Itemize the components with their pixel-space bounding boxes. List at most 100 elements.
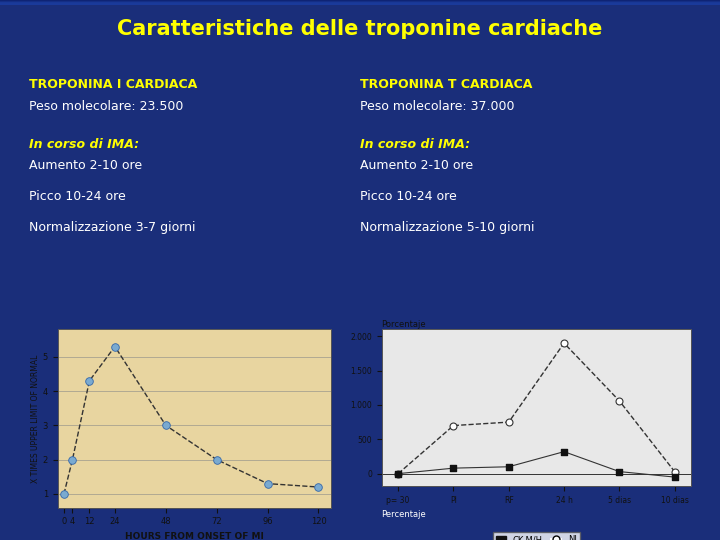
Bar <box>0 1 720 4</box>
Bar <box>0 3 720 5</box>
Bar <box>0 0 720 3</box>
Bar <box>0 2 720 5</box>
Bar <box>0 3 720 5</box>
Bar <box>0 2 720 4</box>
Bar <box>0 1 720 3</box>
Bar <box>0 2 720 4</box>
Bar <box>0 2 720 4</box>
Bar <box>0 2 720 5</box>
Bar <box>0 1 720 3</box>
Point <box>67 455 78 464</box>
Bar <box>0 1 720 4</box>
Bar <box>0 0 720 3</box>
Bar <box>0 1 720 3</box>
Bar <box>0 2 720 5</box>
Bar <box>0 1 720 4</box>
Bar <box>0 2 720 5</box>
Text: Picco 10-24 ore: Picco 10-24 ore <box>360 190 456 203</box>
Bar <box>0 1 720 3</box>
Text: Picco 10-24 ore: Picco 10-24 ore <box>29 190 125 203</box>
Bar <box>0 2 720 5</box>
Bar <box>0 0 720 3</box>
Bar <box>0 0 720 3</box>
Bar <box>0 0 720 3</box>
Bar <box>0 2 720 4</box>
Bar <box>0 2 720 4</box>
Bar <box>0 1 720 3</box>
Bar <box>0 1 720 3</box>
Bar <box>0 0 720 3</box>
Bar <box>0 2 720 4</box>
Bar <box>0 1 720 3</box>
Bar <box>0 2 720 4</box>
Y-axis label: X TIMES UPPER LIMIT OF NORMAL: X TIMES UPPER LIMIT OF NORMAL <box>31 354 40 483</box>
Bar <box>0 1 720 3</box>
Bar <box>0 2 720 4</box>
Bar <box>0 1 720 4</box>
Bar <box>0 1 720 4</box>
Bar <box>0 1 720 4</box>
Point <box>558 339 570 347</box>
Bar <box>0 1 720 3</box>
Bar <box>0 2 720 4</box>
Bar <box>0 3 720 5</box>
Bar <box>0 2 720 5</box>
Bar <box>0 3 720 5</box>
Bar <box>0 1 720 3</box>
Bar <box>0 2 720 5</box>
Bar <box>0 2 720 5</box>
Bar <box>0 3 720 5</box>
Bar <box>0 2 720 5</box>
Bar <box>0 2 720 5</box>
Bar <box>0 2 720 5</box>
Bar <box>0 2 720 5</box>
Text: Peso molecolare: 23.500: Peso molecolare: 23.500 <box>29 100 183 113</box>
Bar <box>0 2 720 4</box>
Bar <box>0 2 720 5</box>
Bar <box>0 2 720 5</box>
Bar <box>0 0 720 3</box>
Bar <box>0 2 720 5</box>
Bar <box>0 2 720 4</box>
Bar <box>0 2 720 5</box>
Point <box>448 464 459 472</box>
Point <box>503 418 515 427</box>
Bar <box>0 2 720 4</box>
Bar <box>0 1 720 4</box>
Text: Aumento 2-10 ore: Aumento 2-10 ore <box>29 159 142 172</box>
Bar <box>0 2 720 4</box>
Point <box>669 467 680 476</box>
Bar <box>0 2 720 5</box>
Point <box>58 490 70 498</box>
Bar <box>0 3 720 5</box>
Bar <box>0 1 720 3</box>
Bar <box>0 2 720 5</box>
Bar <box>0 2 720 4</box>
Point <box>669 472 680 481</box>
Bar <box>0 1 720 3</box>
Bar <box>0 1 720 4</box>
Bar <box>0 1 720 3</box>
Point <box>160 421 171 430</box>
Bar <box>0 2 720 4</box>
Bar <box>0 1 720 4</box>
Text: TROPONINA I CARDIACA: TROPONINA I CARDIACA <box>29 78 197 91</box>
Bar <box>0 1 720 3</box>
Bar <box>0 1 720 4</box>
Point <box>312 483 324 491</box>
Bar <box>0 1 720 3</box>
Point <box>503 462 515 471</box>
Bar <box>0 1 720 4</box>
Bar <box>0 1 720 3</box>
Bar <box>0 2 720 5</box>
Text: Normalizzazione 3-7 giorni: Normalizzazione 3-7 giorni <box>29 221 195 234</box>
Bar <box>0 2 720 5</box>
Bar <box>0 0 720 3</box>
Point <box>262 480 274 488</box>
Bar <box>0 2 720 4</box>
Bar <box>0 2 720 4</box>
Bar <box>0 1 720 4</box>
Bar <box>0 2 720 5</box>
Bar <box>0 2 720 5</box>
Bar <box>0 2 720 5</box>
